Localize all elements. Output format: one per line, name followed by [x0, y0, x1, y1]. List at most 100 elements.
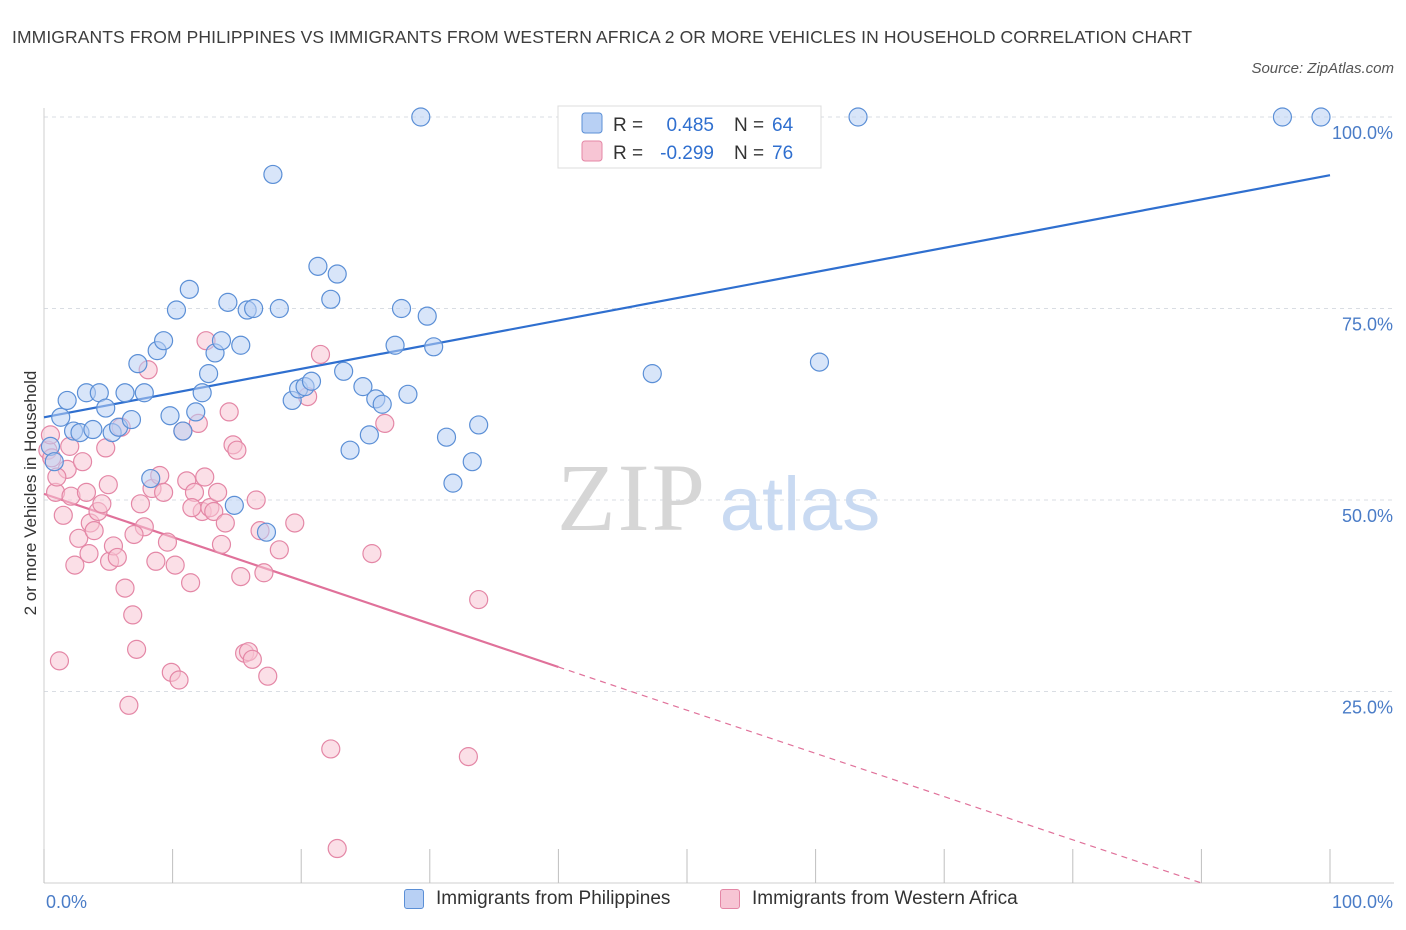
trend-line-western-africa	[43, 492, 559, 669]
point-philippines	[153, 331, 174, 351]
point-philippines	[179, 279, 199, 299]
legend-r-label-1: R =	[613, 143, 643, 164]
point-philippines	[327, 264, 347, 284]
y-tick-label-50: 50.0%	[1342, 506, 1393, 526]
point-philippines	[218, 292, 238, 312]
legend-n-label-0: N =	[734, 115, 764, 136]
source-label: Source: ZipAtlas.com	[1251, 60, 1394, 77]
point-philippines	[642, 364, 662, 384]
point-western-africa	[215, 513, 235, 533]
point-western-africa	[321, 739, 341, 759]
point-philippines	[186, 402, 206, 422]
trend-lines	[43, 174, 1331, 884]
grid-lines	[44, 116, 1394, 692]
point-philippines	[121, 409, 142, 430]
bottom-legend-label-western-africa: Immigrants from Western Africa	[752, 888, 1018, 909]
point-philippines	[173, 421, 193, 441]
point-philippines	[57, 390, 77, 411]
point-philippines	[166, 300, 187, 320]
point-philippines	[1272, 107, 1293, 127]
point-western-africa	[285, 513, 305, 533]
point-philippines	[340, 440, 360, 460]
point-philippines	[436, 427, 457, 447]
chart-title: IMMIGRANTS FROM PHILIPPINES VS IMMIGRANT…	[12, 27, 1193, 47]
watermark-atlas: atlas	[720, 462, 881, 547]
watermark-zip: ZIP	[557, 444, 707, 551]
point-philippines	[141, 468, 161, 489]
point-philippines	[321, 289, 341, 309]
point-western-africa	[195, 467, 215, 487]
point-western-africa	[469, 589, 489, 610]
bottom-legend-swatch-western-africa	[720, 889, 740, 909]
point-western-africa	[79, 544, 99, 564]
point-philippines	[51, 407, 71, 427]
point-philippines	[372, 394, 392, 414]
point-western-africa	[76, 482, 97, 502]
point-western-africa	[181, 573, 201, 593]
point-western-africa	[219, 402, 239, 422]
point-philippines	[424, 337, 444, 357]
bottom-legend-western-africa: Immigrants from Western Africa	[720, 888, 1018, 910]
point-philippines	[96, 398, 116, 418]
point-philippines	[160, 406, 180, 426]
point-western-africa	[269, 540, 289, 560]
point-philippines	[391, 298, 412, 319]
point-western-africa	[458, 747, 478, 767]
point-philippines	[256, 522, 277, 542]
point-western-africa	[153, 482, 174, 502]
point-philippines	[443, 473, 463, 493]
point-western-africa	[165, 555, 185, 575]
point-western-africa	[310, 344, 331, 365]
point-philippines	[211, 331, 232, 351]
point-philippines	[1311, 107, 1331, 127]
point-philippines	[192, 383, 212, 403]
legend-r-label-0: R =	[613, 115, 643, 136]
point-philippines	[809, 352, 830, 372]
point-western-africa	[258, 666, 278, 686]
axes	[43, 108, 1394, 884]
point-western-africa	[69, 528, 89, 548]
stats-legend: R = 0.485 N = 64 R = -0.299 N = 76	[557, 105, 822, 169]
point-western-africa	[246, 490, 266, 510]
point-western-africa	[169, 670, 189, 690]
point-western-africa	[375, 413, 395, 433]
point-western-africa	[119, 695, 139, 715]
point-western-africa	[146, 551, 166, 571]
point-philippines	[134, 383, 154, 403]
point-western-africa	[211, 534, 232, 555]
legend-n-label-1: N =	[734, 143, 764, 164]
point-philippines	[269, 298, 289, 319]
point-philippines	[359, 425, 379, 445]
trend-line-western-africa-extension	[558, 666, 1202, 884]
point-philippines	[115, 383, 135, 403]
point-western-africa	[107, 547, 127, 568]
point-philippines	[334, 361, 354, 381]
point-philippines	[398, 384, 418, 404]
point-western-africa	[126, 639, 147, 659]
point-philippines	[244, 298, 264, 319]
bottom-legend-label-philippines: Immigrants from Philippines	[436, 888, 671, 909]
point-philippines	[385, 335, 405, 355]
x-tick-label-0: 0.0%	[46, 892, 87, 912]
point-western-africa	[124, 524, 144, 545]
point-western-africa	[92, 494, 112, 514]
watermark: ZIP atlas	[557, 444, 880, 551]
point-western-africa	[327, 838, 347, 859]
y-tick-label-25: 25.0%	[1342, 698, 1393, 718]
point-western-africa	[123, 605, 143, 625]
point-western-africa	[231, 566, 251, 587]
point-philippines	[224, 495, 244, 515]
point-philippines	[44, 452, 64, 472]
point-philippines	[231, 335, 251, 355]
bottom-legend-philippines: Immigrants from Philippines	[404, 888, 670, 910]
legend-swatch-western-africa	[581, 140, 603, 162]
point-western-africa	[204, 501, 224, 522]
legend-n-value-0: 64	[772, 115, 794, 136]
point-western-africa	[53, 505, 73, 525]
point-western-africa	[182, 498, 202, 518]
legend-r-value-0: 0.485	[666, 115, 714, 136]
points-philippines	[40, 107, 1331, 542]
point-western-africa	[208, 482, 228, 502]
point-philippines	[353, 377, 373, 397]
